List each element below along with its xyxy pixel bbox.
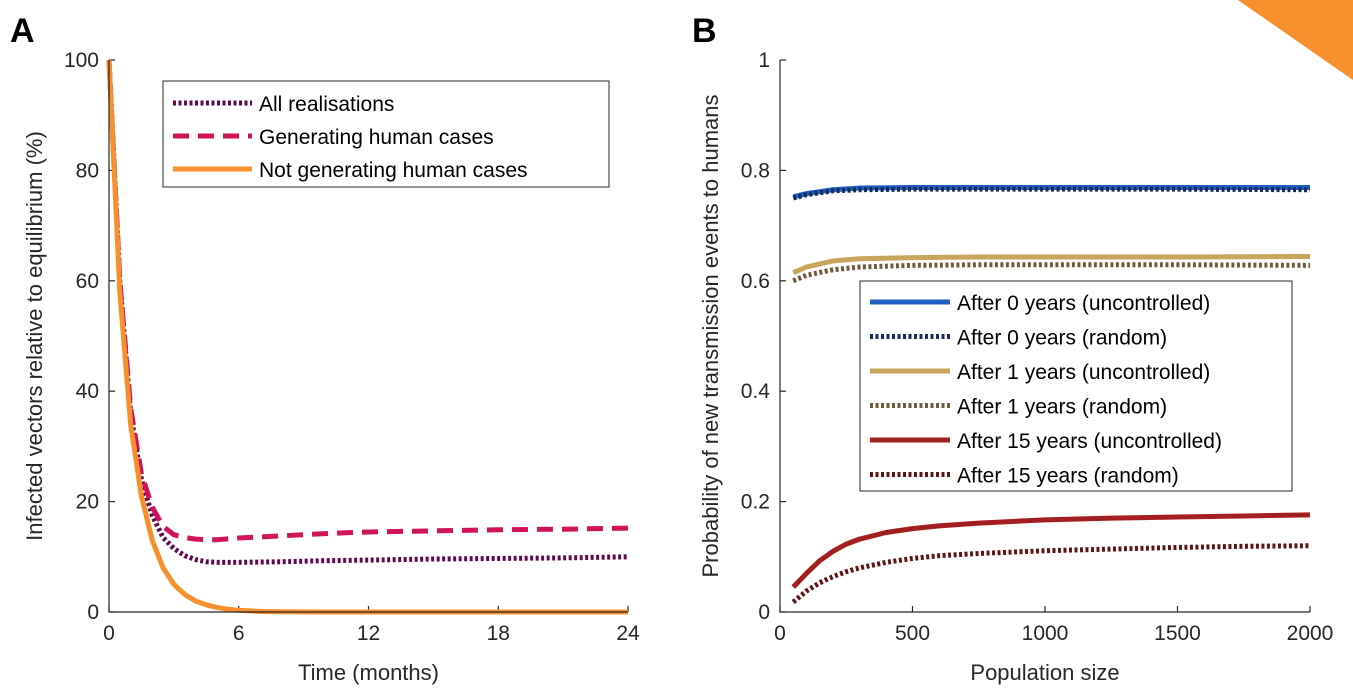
plot-a-ytick-label: 20 — [76, 491, 99, 514]
plot-b-ylabel: Probability of new transmission events t… — [698, 94, 723, 577]
plot-b-axes — [779, 60, 1310, 613]
plot-b-ytick-label: 0 — [758, 601, 770, 624]
plot-b-xtick-label: 1000 — [1022, 622, 1069, 645]
plot-a-xtick-label: 0 — [103, 622, 115, 645]
plot-b-legend-label: After 15 years (random) — [957, 465, 1179, 488]
plot-a-ylabel: Infected vectors relative to equilibrium… — [22, 131, 47, 541]
plot-b-xtick-label: 0 — [774, 622, 786, 645]
panel-label-b: B — [692, 12, 717, 50]
plot-b-legend-label: After 0 years (random) — [957, 327, 1167, 350]
plot-b-xtick-label: 500 — [895, 622, 930, 645]
plot-a-xtick-label: 12 — [357, 622, 380, 645]
plot-b-legend-label: After 1 years (uncontrolled) — [957, 361, 1210, 384]
plot-a-ytick-label: 60 — [76, 270, 99, 293]
plot-b-series-line-3 — [792, 262, 1311, 284]
plot-b-xtick-label: 1500 — [1154, 622, 1201, 645]
plot-a-legend-label: Generating human cases — [259, 126, 494, 149]
plot-a-ytick-label: 100 — [64, 49, 99, 72]
plot-a-xtick-label: 24 — [616, 622, 640, 645]
plot-a-axes — [108, 60, 628, 613]
plot-a-legend-label: All realisations — [259, 93, 394, 116]
plot-b-series-line-1 — [792, 186, 1311, 201]
plot-a-ytick-label: 80 — [76, 159, 99, 182]
plot-a-series-line-0 — [106, 59, 629, 565]
plot-b-ytick-label: 1 — [758, 49, 770, 72]
plot-b-series-line-2 — [792, 254, 1311, 275]
plot-b-legend-label: After 0 years (uncontrolled) — [957, 292, 1210, 315]
plot-b-ytick-label: 0.2 — [741, 491, 770, 514]
plot-a-legend-label: Not generating human cases — [259, 159, 528, 182]
plot-b-series — [791, 185, 1311, 604]
plot-a-series-line-1 — [106, 59, 629, 543]
plot-b-ytick-label: 0.8 — [741, 159, 770, 182]
plot-b-ytick-label: 0.6 — [741, 270, 770, 293]
plot-b-xlabel: Population size — [970, 660, 1119, 685]
plot-b-ytick-label: 0.4 — [741, 380, 771, 403]
plot-a-xtick-label: 6 — [233, 622, 245, 645]
panel-label-a: A — [10, 12, 35, 50]
plot-b: 0 500 1000 1500 2000 0 0.2 0.4 0.6 0.8 1 Populatio… — [698, 49, 1333, 685]
plot-b-legend-label: After 1 years (random) — [957, 396, 1167, 419]
plot-b-legend-label: After 15 years (uncontrolled) — [957, 430, 1222, 453]
plot-a: 0 6 12 18 24 0 20 40 60 80 100 Time (months) Infec… — [22, 49, 640, 685]
corner-flag — [1238, 0, 1353, 80]
plot-b-xtick-label: 2000 — [1287, 622, 1334, 645]
plot-b-legend-box — [859, 280, 1293, 492]
plot-b-series-line-4 — [791, 512, 1311, 589]
plot-b-ticks: 0 500 1000 1500 2000 0 0.2 0.4 0.6 0.8 1 — [741, 49, 1334, 645]
plot-a-ytick-label: 0 — [87, 601, 99, 624]
plot-a-legend: All realisations Generating human cases No… — [162, 80, 610, 188]
plot-a-ytick-label: 40 — [76, 380, 99, 403]
plot-b-legend: After 0 years (uncontrolled) After 0 year… — [859, 280, 1293, 492]
plot-a-xtick-label: 18 — [487, 622, 510, 645]
plot-a-xlabel: Time (months) — [298, 660, 439, 685]
plot-b-series-line-5 — [791, 543, 1311, 604]
